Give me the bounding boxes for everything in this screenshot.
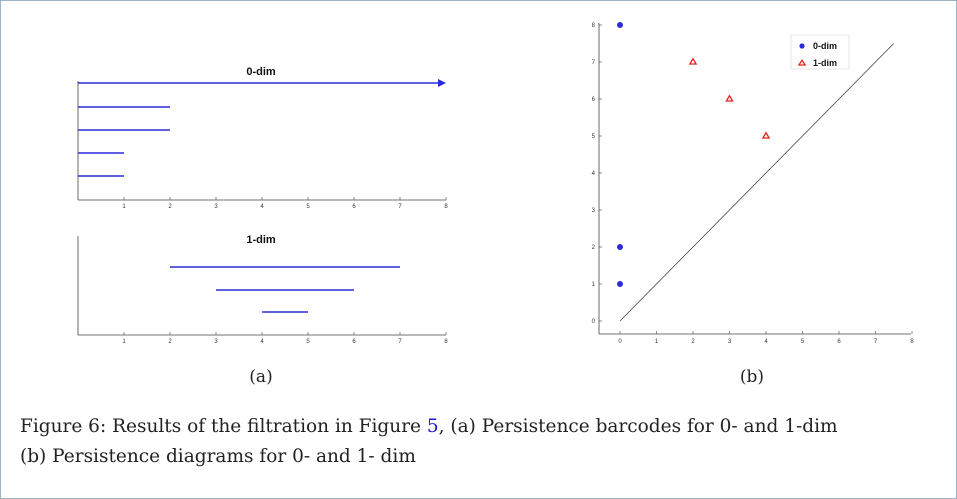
pd-ytick-label: 3 (592, 208, 596, 214)
figure-caption: Figure 6: Results of the filtration in F… (20, 412, 956, 472)
barcode-0dim-xtick-label: 3 (214, 204, 218, 210)
barcode-1dim-xtick-label: 4 (260, 339, 264, 345)
barcode-0dim-xtick-label: 6 (352, 204, 356, 210)
barcode-1dim-xtick-label: 3 (214, 339, 218, 345)
pd-xtick-label: 0 (618, 339, 622, 345)
pd-ytick-label: 0 (592, 319, 596, 325)
barcode-0dim-bar-arrowhead (438, 79, 446, 87)
pd-point-1dim-0 (688, 57, 698, 65)
subfigure-label-a: (a) (249, 367, 273, 387)
pd-xtick-label: 4 (764, 339, 768, 345)
pd-xtick-label: 5 (801, 339, 805, 345)
barcode-1dim-xtick-label: 7 (398, 339, 402, 345)
barcode-0dim-title: 0-dim (246, 66, 276, 78)
pd-ytick-label: 8 (592, 23, 596, 29)
pd-xtick-label: 1 (655, 339, 659, 345)
barcode-0dim-xtick-label: 1 (122, 204, 126, 210)
barcode-1dim-xtick-label: 2 (168, 339, 172, 345)
pd-ytick-label: 7 (592, 60, 596, 66)
legend-1dim-label: 1-dim (813, 58, 837, 68)
pd-xtick-label: 7 (874, 339, 878, 345)
barcode-1dim-xtick-label: 8 (444, 339, 448, 345)
pd-ytick-label: 6 (592, 97, 596, 103)
pd-point-0dim-0 (617, 22, 623, 28)
barcode-0dim-xtick-label: 2 (168, 204, 172, 210)
pd-point-0dim-2 (617, 281, 623, 287)
pd-ytick-label: 2 (592, 245, 596, 251)
pd-xtick-label: 8 (910, 339, 914, 345)
pd-ytick-label: 5 (592, 134, 596, 140)
barcode-1dim-title: 1-dim (246, 234, 276, 246)
pd-point-1dim-1 (725, 94, 734, 102)
barcode-0dim-xtick-label: 5 (306, 204, 310, 210)
pd-xtick-label: 2 (691, 339, 695, 345)
legend-1dim-marker (797, 59, 807, 66)
caption-line-2: (b) Persistence diagrams for 0- and 1- d… (20, 446, 416, 467)
barcode-0dim-xtick-label: 4 (260, 204, 264, 210)
pd-point-0dim-1 (617, 244, 623, 250)
pd-xtick-label: 3 (728, 339, 732, 345)
legend-0dim-marker (799, 43, 805, 49)
barcode-0dim-xtick-label: 8 (444, 204, 448, 210)
persistence-diagram-chart: 0 1 2 3 4 5 6 7 8 0 1 2 3 4 5 6 7 8 0-dim 1-dim (592, 22, 914, 345)
legend-0dim-label: 0-dim (813, 41, 837, 51)
pd-point-1dim-2 (761, 131, 771, 139)
barcode-0dim-xtick-label: 7 (398, 204, 402, 210)
barcode-1dim-xtick-label: 5 (306, 339, 310, 345)
pd-xtick-label: 6 (837, 339, 841, 345)
barcode-1dim-xtick-label: 1 (122, 339, 126, 345)
barcode-1dim-xtick-label: 6 (352, 339, 356, 345)
pd-diagonal-line (619, 43, 894, 322)
caption-line-1: Figure 6: Results of the filtration in F… (20, 412, 956, 442)
figure-5-link[interactable]: 5 (426, 416, 439, 437)
pd-ytick-label: 1 (592, 282, 596, 288)
pd-ytick-label: 4 (592, 171, 596, 177)
caption-prefix: Figure 6: Results of the filtration in F… (20, 416, 427, 437)
barcode-0dim-chart: 0-dim 1 2 3 4 5 6 7 8 (77, 66, 448, 210)
subfigure-label-b: (b) (739, 367, 765, 387)
caption-rest: , (a) Persistence barcodes for 0- and 1-… (438, 416, 838, 437)
barcode-1dim-chart: 1-dim 1 2 3 4 5 6 7 8 (77, 234, 448, 345)
pd-legend: 0-dim 1-dim (790, 34, 850, 70)
